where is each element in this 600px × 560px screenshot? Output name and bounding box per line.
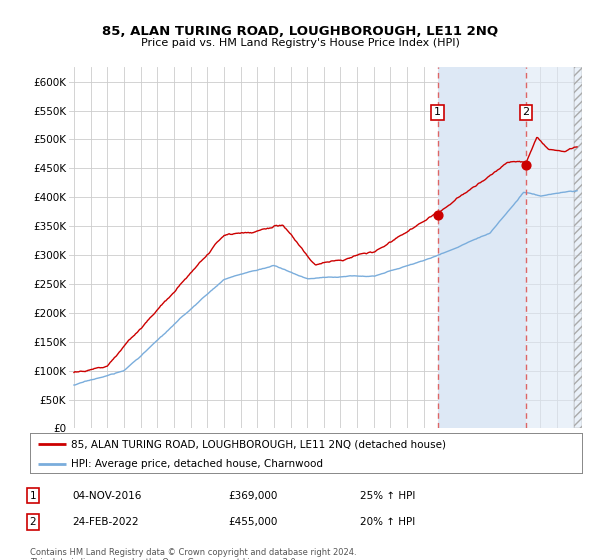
Text: 85, ALAN TURING ROAD, LOUGHBOROUGH, LE11 2NQ: 85, ALAN TURING ROAD, LOUGHBOROUGH, LE11… (102, 25, 498, 38)
Text: 85, ALAN TURING ROAD, LOUGHBOROUGH, LE11 2NQ (detached house): 85, ALAN TURING ROAD, LOUGHBOROUGH, LE11… (71, 439, 446, 449)
Text: £369,000: £369,000 (228, 491, 277, 501)
Text: 25% ↑ HPI: 25% ↑ HPI (360, 491, 415, 501)
Point (433, 211, 443, 220)
Text: 20% ↑ HPI: 20% ↑ HPI (360, 517, 415, 527)
Point (521, 161, 531, 170)
Text: £455,000: £455,000 (228, 517, 277, 527)
Bar (574, 67, 582, 428)
Text: 1: 1 (434, 108, 441, 118)
Bar (438, 67, 582, 428)
Text: Price paid vs. HM Land Registry's House Price Index (HPI): Price paid vs. HM Land Registry's House … (140, 38, 460, 48)
Bar (438, 67, 526, 428)
Text: 04-NOV-2016: 04-NOV-2016 (72, 491, 142, 501)
Text: Contains HM Land Registry data © Crown copyright and database right 2024.
This d: Contains HM Land Registry data © Crown c… (30, 548, 356, 560)
Text: 1: 1 (29, 491, 37, 501)
Text: HPI: Average price, detached house, Charnwood: HPI: Average price, detached house, Char… (71, 459, 323, 469)
Text: 2: 2 (523, 108, 530, 118)
Text: 24-FEB-2022: 24-FEB-2022 (72, 517, 139, 527)
Text: 2: 2 (29, 517, 37, 527)
